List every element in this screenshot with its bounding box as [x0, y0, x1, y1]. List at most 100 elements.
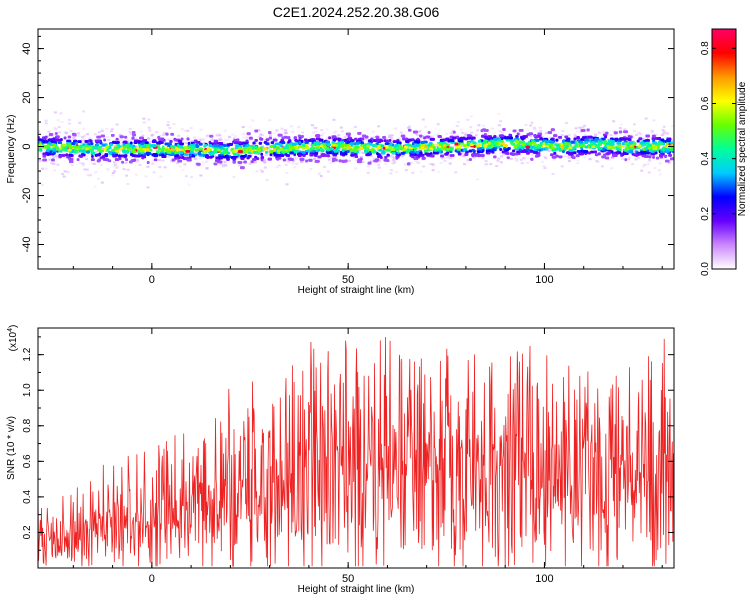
- spectral-cell: [379, 139, 384, 143]
- spectral-cell: [90, 158, 95, 162]
- spectral-cell: [671, 125, 674, 128]
- spectral-cell: [647, 160, 651, 163]
- spectral-cell: [661, 128, 665, 131]
- spectral-cell: [187, 183, 191, 186]
- spectral-cell: [270, 143, 274, 146]
- spectral-cell: [259, 169, 263, 172]
- spectral-cell: [55, 157, 59, 160]
- spectral-cell: [238, 164, 242, 167]
- spectral-cell: [502, 153, 506, 156]
- spectral-cell: [308, 158, 313, 162]
- spectral-cell: [377, 158, 381, 161]
- spectral-cell: [664, 145, 668, 148]
- spectral-cell: [180, 137, 184, 141]
- spectral-cell: [623, 145, 627, 148]
- spectral-cell: [47, 152, 52, 156]
- spectral-cell: [193, 136, 197, 139]
- spectral-cell: [136, 159, 140, 162]
- spectral-cell: [352, 157, 356, 160]
- spectral-cell: [199, 138, 203, 141]
- spectral-cell: [183, 146, 188, 150]
- spectral-cell: [597, 131, 601, 134]
- spectral-cell: [495, 135, 499, 138]
- spectral-cell: [450, 139, 455, 143]
- spectral-cell: [483, 129, 489, 132]
- spectral-cell: [652, 155, 655, 159]
- spectral-cell: [388, 155, 392, 158]
- spectral-cell: [99, 141, 103, 145]
- spectral-cell: [533, 126, 537, 129]
- spectral-cell: [437, 171, 441, 174]
- spectral-cell: [653, 167, 657, 170]
- spectral-cell: [503, 140, 507, 143]
- spectral-cell: [583, 124, 587, 127]
- spectral-cell: [131, 154, 135, 157]
- spectral-cell: [119, 149, 123, 152]
- spectral-cell: [141, 156, 145, 160]
- spectral-cell: [42, 158, 47, 162]
- spectral-cell: [454, 134, 458, 137]
- spectral-cell: [470, 131, 474, 134]
- spectral-cell: [370, 146, 374, 149]
- spectral-cell: [367, 148, 371, 152]
- spectral-cell: [118, 133, 122, 136]
- spectral-cell: [420, 145, 425, 149]
- spectral-cell: [129, 138, 133, 141]
- spectral-cell: [469, 115, 473, 118]
- spectral-cell: [118, 139, 122, 142]
- spectral-cell: [126, 139, 130, 142]
- spectral-cell: [489, 163, 493, 166]
- spectral-cell: [206, 143, 210, 146]
- spectral-cell: [365, 153, 371, 157]
- spectral-cell: [327, 158, 331, 161]
- spectral-cell: [612, 120, 616, 123]
- spectral-cell: [426, 153, 431, 157]
- spectral-cell: [205, 166, 209, 169]
- spectral-cell: [640, 141, 645, 145]
- spectral-cell: [556, 142, 560, 145]
- spectral-cell: [79, 142, 83, 145]
- spectral-cell: [73, 139, 77, 143]
- spectral-cell: [81, 162, 85, 165]
- spectral-cell: [111, 140, 117, 144]
- spectral-cell: [161, 159, 165, 162]
- spectral-cell: [518, 138, 522, 141]
- spectral-cell: [314, 130, 318, 133]
- spectral-cell: [284, 152, 288, 156]
- spectral-cell: [483, 163, 487, 166]
- spectral-cell: [312, 158, 316, 161]
- spectral-cell: [194, 147, 198, 150]
- spectral-cell: [369, 154, 373, 157]
- spectral-cell: [95, 156, 99, 159]
- spectral-cell: [320, 129, 324, 132]
- spectral-cell: [66, 139, 72, 143]
- spectral-cell: [431, 164, 435, 167]
- spectral-cell: [574, 144, 579, 148]
- spectral-cell: [273, 132, 277, 135]
- spectral-cell: [615, 151, 620, 155]
- spectral-cell: [425, 135, 431, 139]
- spectral-cell: [584, 135, 588, 138]
- spectral-cell: [539, 130, 543, 133]
- spectral-cell: [294, 150, 298, 153]
- spectral-cell: [126, 147, 130, 151]
- spectral-cell: [621, 144, 625, 148]
- spectral-cell: [261, 150, 265, 153]
- spectral-cell: [101, 153, 105, 156]
- spectral-cell: [223, 162, 227, 165]
- spectral-cell: [466, 159, 470, 162]
- spectral-cell: [484, 160, 488, 163]
- spectral-cell: [265, 138, 270, 142]
- spectral-cell: [160, 141, 164, 145]
- spectral-cell: [334, 130, 338, 133]
- spectral-cell: [193, 158, 197, 161]
- spectral-cell: [422, 138, 426, 141]
- spectral-cell: [306, 144, 310, 147]
- spectral-cell: [588, 158, 592, 161]
- spectral-cell: [147, 137, 151, 140]
- spectral-cell: [332, 157, 336, 161]
- spectral-cell: [637, 131, 641, 134]
- spectral-cell: [498, 124, 502, 127]
- spectral-cell: [96, 143, 99, 147]
- spectral-cell: [552, 158, 556, 161]
